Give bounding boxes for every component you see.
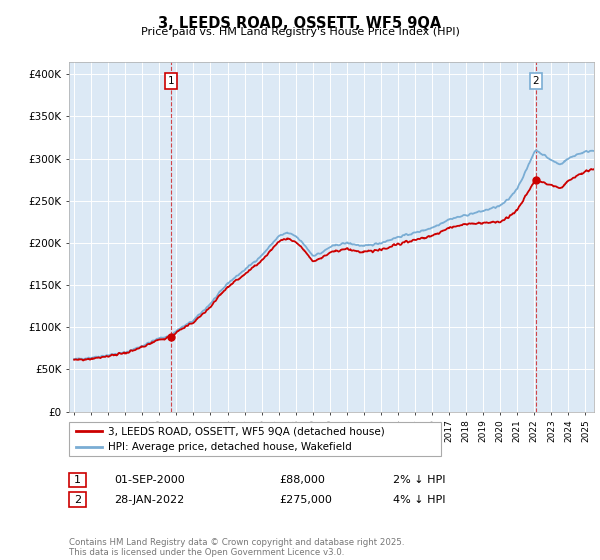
Text: 28-JAN-2022: 28-JAN-2022 — [114, 494, 184, 505]
Text: Price paid vs. HM Land Registry's House Price Index (HPI): Price paid vs. HM Land Registry's House … — [140, 27, 460, 37]
Text: Contains HM Land Registry data © Crown copyright and database right 2025.
This d: Contains HM Land Registry data © Crown c… — [69, 538, 404, 557]
Text: £88,000: £88,000 — [279, 475, 325, 485]
Text: 2: 2 — [532, 76, 539, 86]
Text: 2: 2 — [74, 494, 81, 505]
Text: 3, LEEDS ROAD, OSSETT, WF5 9QA: 3, LEEDS ROAD, OSSETT, WF5 9QA — [158, 16, 442, 31]
Text: 3, LEEDS ROAD, OSSETT, WF5 9QA (detached house): 3, LEEDS ROAD, OSSETT, WF5 9QA (detached… — [108, 426, 385, 436]
Text: 1: 1 — [74, 475, 81, 485]
Text: 01-SEP-2000: 01-SEP-2000 — [114, 475, 185, 485]
Text: 4% ↓ HPI: 4% ↓ HPI — [393, 494, 445, 505]
Text: £275,000: £275,000 — [279, 494, 332, 505]
Text: HPI: Average price, detached house, Wakefield: HPI: Average price, detached house, Wake… — [108, 442, 352, 452]
Text: 1: 1 — [167, 76, 174, 86]
Text: 2% ↓ HPI: 2% ↓ HPI — [393, 475, 445, 485]
